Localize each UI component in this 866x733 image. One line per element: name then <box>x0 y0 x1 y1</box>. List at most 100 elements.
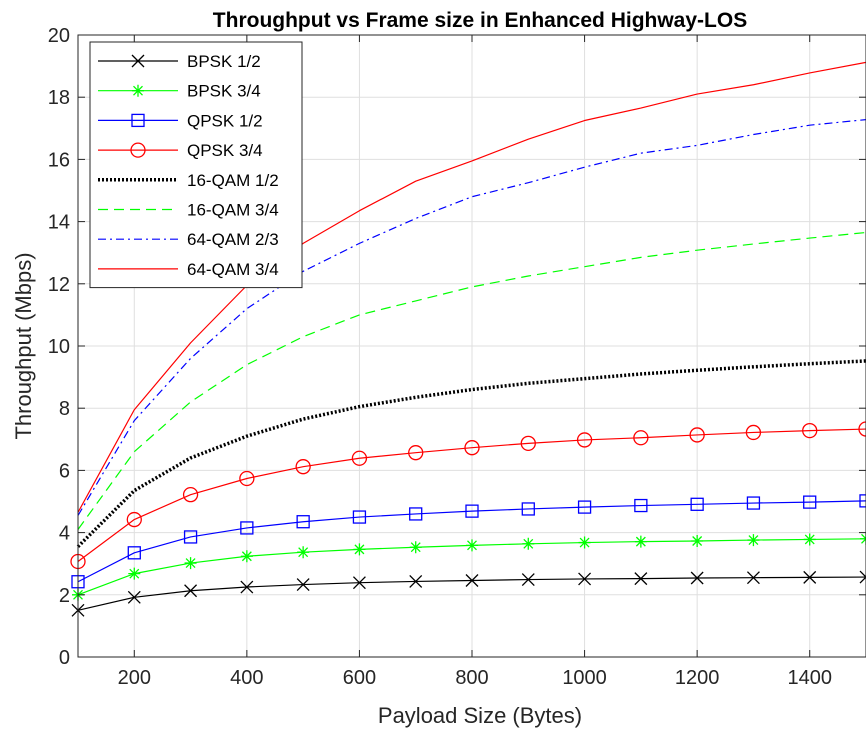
data-point-qpsk-1-2 <box>409 507 423 521</box>
data-point-qpsk-3-4 <box>239 470 255 487</box>
data-point-bpsk-3-4 <box>803 533 816 546</box>
legend-marker-bpsk-3-4 <box>132 84 144 97</box>
data-point-bpsk-1-2 <box>240 580 254 594</box>
x-tick-label: 400 <box>230 667 263 689</box>
data-point-qpsk-1-2 <box>859 494 866 508</box>
data-point-qpsk-1-2 <box>577 500 592 514</box>
legend-label-qpsk-1-2: QPSK 1/2 <box>187 111 263 130</box>
data-point-bpsk-3-4 <box>409 541 422 554</box>
legend-marker-qpsk-1-2 <box>131 113 145 128</box>
x-axis-label: Payload Size (Bytes) <box>378 703 582 728</box>
series-bpsk-3-4 <box>72 532 866 601</box>
data-point-qpsk-3-4 <box>745 424 762 441</box>
data-point-bpsk-3-4 <box>466 539 478 552</box>
series-line-64-qam-3-4 <box>77 61 866 513</box>
data-point-bpsk-3-4 <box>297 546 310 559</box>
legend-label-bpsk-1-2: BPSK 1/2 <box>187 52 261 71</box>
data-point-qpsk-1-2 <box>240 521 254 535</box>
y-tick-label: 8 <box>59 398 70 420</box>
data-point-qpsk-1-2 <box>183 530 198 544</box>
data-point-bpsk-1-2 <box>184 584 198 598</box>
data-point-qpsk-3-4 <box>126 511 142 528</box>
y-tick-label: 4 <box>59 523 70 545</box>
y-tick-label: 14 <box>48 212 70 234</box>
data-point-bpsk-1-2 <box>746 571 760 585</box>
x-tick-label: 1200 <box>675 667 720 689</box>
y-tick-label: 6 <box>59 460 70 482</box>
x-tick-label: 800 <box>455 667 488 689</box>
data-point-qpsk-3-4 <box>689 427 705 443</box>
data-point-bpsk-3-4 <box>128 567 141 580</box>
chart-title: Throughput vs Frame size in Enhanced Hig… <box>213 9 747 32</box>
data-point-bpsk-3-4 <box>747 534 760 547</box>
data-point-qpsk-3-4 <box>858 421 866 437</box>
x-tick-label: 600 <box>343 667 376 689</box>
y-axis-label: Throughput (Mbps) <box>11 252 36 439</box>
data-point-qpsk-1-2 <box>690 497 704 511</box>
legend-label-bpsk-3-4: BPSK 3/4 <box>187 82 261 101</box>
data-point-bpsk-3-4 <box>634 535 647 548</box>
x-tick-label: 200 <box>118 667 151 689</box>
data-point-bpsk-1-2 <box>521 573 535 587</box>
y-tick-label: 10 <box>48 336 70 358</box>
data-point-bpsk-3-4 <box>184 557 197 570</box>
data-point-bpsk-3-4 <box>240 550 253 563</box>
series-line-16-qam-3-4 <box>77 231 866 530</box>
legend-label-64-qam-2-3: 64-QAM 2/3 <box>187 230 279 249</box>
data-point-qpsk-3-4 <box>182 487 199 503</box>
series-bpsk-1-2 <box>71 570 866 617</box>
data-point-qpsk-1-2 <box>521 502 535 516</box>
legend-marker-qpsk-3-4 <box>130 142 146 158</box>
series-line-16-qam-1-2 <box>76 359 866 548</box>
series-qpsk-3-4 <box>70 421 866 570</box>
data-point-qpsk-3-4 <box>802 422 818 439</box>
x-tick-label: 1400 <box>787 667 832 689</box>
legend-label-16-qam-1-2: 16-QAM 1/2 <box>187 171 279 190</box>
data-point-bpsk-3-4 <box>691 534 704 547</box>
legend-label-qpsk-3-4: QPSK 3/4 <box>187 141 263 160</box>
data-point-qpsk-1-2 <box>634 498 648 513</box>
axis-ticks: 200 400 600 800 1000 1200 1400 0 2 4 6 8 10 12 14 16 18 2… <box>48 25 866 689</box>
data-point-qpsk-1-2 <box>127 546 141 560</box>
data-point-qpsk-3-4 <box>408 445 424 461</box>
data-point-qpsk-1-2 <box>803 495 817 509</box>
series-16-qam-3-4 <box>77 231 866 530</box>
data-point-bpsk-1-2 <box>465 574 479 587</box>
series-line-qpsk-3-4 <box>77 428 866 563</box>
data-point-bpsk-1-2 <box>859 570 866 584</box>
data-point-qpsk-3-4 <box>633 430 649 446</box>
series-64-qam-2-3 <box>77 118 866 516</box>
legend-label-16-qam-3-4: 16-QAM 3/4 <box>187 201 279 220</box>
legend-label-64-qam-3-4: 64-QAM 3/4 <box>187 260 279 279</box>
data-point-qpsk-3-4 <box>520 435 536 451</box>
data-point-bpsk-1-2 <box>127 590 141 604</box>
series-line-64-qam-2-3 <box>77 118 866 516</box>
data-point-bpsk-3-4 <box>353 543 366 556</box>
data-point-bpsk-1-2 <box>352 576 366 590</box>
series-64-qam-3-4 <box>77 61 866 513</box>
series-layer <box>70 61 866 617</box>
y-tick-label: 20 <box>48 25 70 47</box>
legend-marker-bpsk-1-2 <box>131 54 145 68</box>
data-point-qpsk-1-2 <box>465 504 479 518</box>
x-tick-label: 1000 <box>562 667 607 689</box>
series-line-qpsk-1-2 <box>77 500 866 583</box>
data-point-qpsk-3-4 <box>576 432 593 448</box>
data-point-bpsk-1-2 <box>803 570 817 584</box>
data-point-bpsk-1-2 <box>634 572 648 586</box>
data-point-bpsk-3-4 <box>522 537 535 550</box>
data-point-bpsk-1-2 <box>690 571 704 585</box>
y-tick-label: 16 <box>48 149 70 171</box>
y-tick-label: 12 <box>48 274 70 296</box>
data-point-qpsk-1-2 <box>746 496 761 510</box>
data-point-bpsk-1-2 <box>409 574 423 588</box>
y-tick-label: 0 <box>59 647 70 669</box>
y-tick-label: 18 <box>48 87 70 109</box>
data-point-qpsk-3-4 <box>351 450 368 466</box>
data-point-bpsk-1-2 <box>296 578 310 591</box>
data-point-bpsk-3-4 <box>578 536 591 549</box>
legend: BPSK 1/2 BPSK 3/4 QPSK 1/2 QPSK 3/4 16-QAM 1… <box>89 41 303 289</box>
legend-box <box>89 41 303 289</box>
data-point-qpsk-1-2 <box>352 510 367 524</box>
